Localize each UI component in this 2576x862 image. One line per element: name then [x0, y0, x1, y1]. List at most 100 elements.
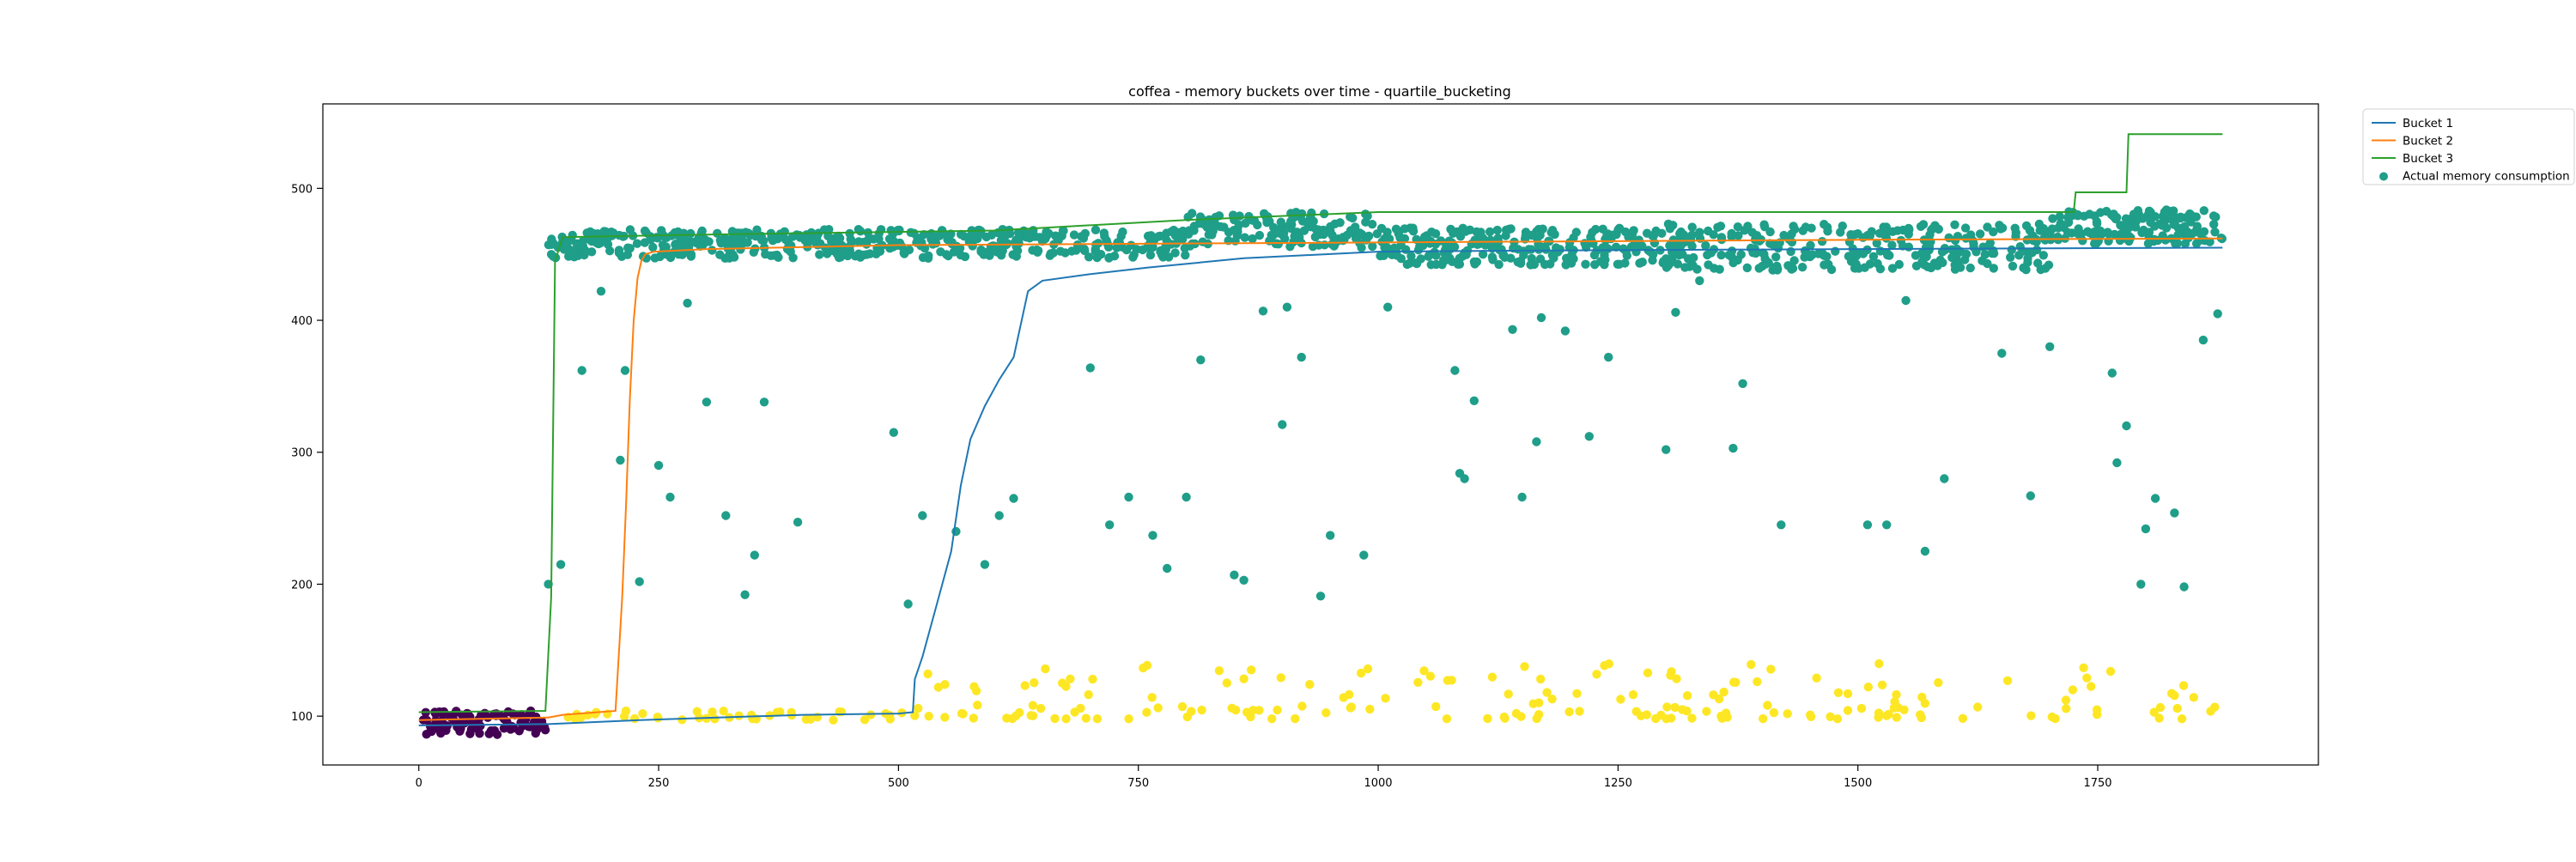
- scatter-point: [1773, 243, 1783, 253]
- scatter-point: [1355, 228, 1365, 238]
- scatter-point: [2045, 342, 2055, 351]
- scatter-point: [750, 550, 759, 560]
- scatter-point: [1671, 307, 1680, 317]
- scatter-point: [2210, 228, 2220, 237]
- scatter-point: [2096, 208, 2105, 217]
- scatter-point: [1280, 234, 1290, 244]
- scatter-point: [910, 711, 920, 720]
- scatter-point: [1485, 227, 1495, 237]
- scatter-point: [743, 238, 752, 247]
- scatter-point: [2206, 707, 2215, 716]
- y-tick-label: 100: [291, 711, 313, 724]
- scatter-point: [1788, 264, 1798, 273]
- scatter-point: [1687, 713, 1697, 723]
- scatter-point: [708, 707, 717, 717]
- scatter-point: [1442, 255, 1451, 264]
- scatter-point: [1520, 662, 1529, 671]
- scatter-point: [1121, 245, 1132, 255]
- scatter-point: [1883, 250, 1893, 260]
- scatter-point: [1844, 252, 1854, 261]
- scatter-point: [1728, 258, 1738, 268]
- scatter-point: [1814, 249, 1823, 258]
- scatter-point: [708, 246, 717, 255]
- scatter-point: [2141, 524, 2151, 534]
- scatter-point: [800, 235, 810, 246]
- scatter-point: [1163, 563, 1172, 574]
- scatter-point: [1364, 231, 1374, 241]
- scatter-point: [702, 398, 712, 407]
- scatter-point: [866, 710, 876, 719]
- scatter-point: [1255, 230, 1265, 240]
- scatter-point: [1754, 264, 1764, 273]
- scatter-point: [1695, 228, 1704, 237]
- scatter-point: [2090, 239, 2099, 248]
- scatter-point: [956, 250, 966, 260]
- scatter-point: [1170, 248, 1180, 258]
- scatter-point: [1783, 709, 1792, 719]
- scatter-point: [1431, 229, 1441, 239]
- scatter-point: [1727, 228, 1736, 239]
- scatter-point: [1540, 259, 1550, 270]
- scatter-point: [1872, 239, 1881, 248]
- scatter-point: [862, 250, 872, 259]
- scatter-point: [1460, 474, 1469, 483]
- scatter-point: [677, 240, 686, 250]
- scatter-point: [2051, 233, 2061, 243]
- scatter-point: [1188, 209, 1197, 218]
- scatter-point: [2038, 251, 2048, 260]
- scatter-point: [1411, 258, 1421, 268]
- scatter-point: [1326, 531, 1335, 540]
- scatter-point: [886, 235, 896, 245]
- y-tick-label: 200: [291, 579, 313, 592]
- scatter-point: [1061, 714, 1071, 724]
- scatter-point: [1812, 673, 1821, 683]
- scatter-point: [686, 250, 696, 259]
- scatter-point: [1319, 229, 1328, 240]
- scatter-point: [1000, 230, 1011, 240]
- scatter-point: [994, 511, 1004, 520]
- scatter-point: [1797, 263, 1807, 272]
- scatter-point: [720, 234, 730, 244]
- scatter-point: [829, 715, 838, 725]
- scatter-point: [2121, 214, 2131, 223]
- scatter-point: [1893, 702, 1903, 713]
- scatter-point: [1413, 677, 1423, 687]
- scatter-point: [2092, 705, 2102, 714]
- scatter-point: [1687, 222, 1697, 232]
- scatter-point: [1534, 698, 1544, 707]
- scatter-point: [1327, 240, 1337, 249]
- scatter-point: [1182, 492, 1191, 502]
- scatter-point: [1616, 695, 1625, 704]
- scatter-point: [1716, 233, 1727, 242]
- scatter-point: [1738, 379, 1747, 388]
- scatter-point: [1041, 234, 1050, 244]
- scatter-point: [2192, 222, 2202, 231]
- scatter-point: [2172, 239, 2182, 248]
- scatter-point: [1538, 224, 1547, 234]
- scatter-point: [1997, 223, 2008, 233]
- scatter-point: [1041, 664, 1050, 674]
- scatter-point: [1504, 689, 1513, 699]
- scatter-point: [1789, 256, 1799, 265]
- scatter-point: [1425, 671, 1436, 681]
- scatter-point: [1892, 713, 1901, 722]
- scatter-point: [2026, 234, 2036, 243]
- scatter-point: [1078, 234, 1089, 243]
- scatter-point: [2170, 690, 2179, 701]
- scatter-point: [1832, 714, 1843, 724]
- legend-label: Actual memory consumption: [2403, 170, 2570, 184]
- scatter-point: [1419, 232, 1430, 242]
- scatter-point: [1305, 680, 1315, 689]
- scatter-point: [640, 238, 650, 247]
- scatter-point: [1472, 227, 1481, 237]
- scatter-point: [441, 725, 451, 735]
- scatter-point: [1673, 259, 1683, 269]
- scatter-point: [951, 242, 961, 252]
- scatter-point: [1084, 252, 1094, 262]
- scatter-point: [1950, 220, 1959, 229]
- scatter-point: [1648, 256, 1657, 265]
- scatter-point: [833, 236, 843, 246]
- scatter-point: [2143, 239, 2154, 248]
- scatter-point: [1604, 352, 1613, 362]
